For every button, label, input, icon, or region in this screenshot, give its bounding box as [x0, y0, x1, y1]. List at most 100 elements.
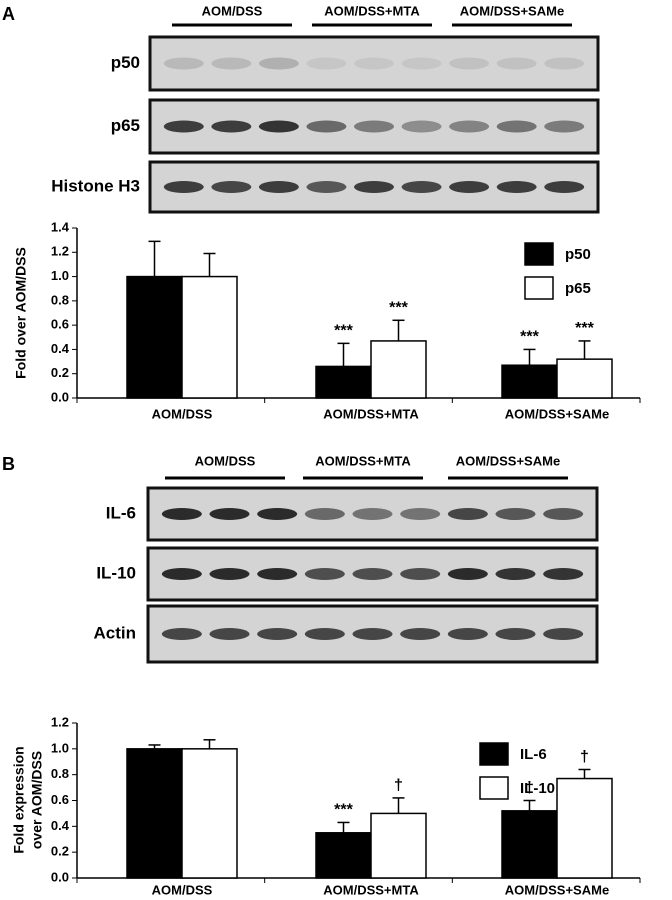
significance-label: † [394, 777, 403, 794]
blot-band [211, 57, 252, 70]
significance-label: *** [334, 802, 353, 819]
legend-swatch [479, 776, 509, 800]
significance-label: *** [575, 320, 594, 337]
blot-band [400, 628, 441, 640]
error-bar [337, 342, 350, 367]
blot-band [354, 181, 394, 193]
error-bar [523, 799, 536, 811]
group-label: AOM/DSS+SAMe [460, 3, 564, 18]
blot-band [306, 57, 347, 70]
blot-band [354, 120, 394, 133]
blot-band [211, 181, 252, 193]
blot-band [161, 628, 202, 640]
blot-label: IL-6 [106, 503, 136, 522]
legend-swatch [524, 242, 554, 266]
bar [370, 340, 427, 399]
y-tick-label: 0.8 [51, 766, 69, 781]
error-bar [523, 348, 536, 366]
bar [126, 748, 183, 879]
blot-band [163, 181, 204, 193]
bar [126, 275, 183, 399]
blot-band [543, 568, 584, 580]
blot-label: p65 [111, 116, 140, 135]
bar [556, 358, 613, 399]
y-tick-label: 0.0 [51, 869, 69, 884]
blot-band [352, 628, 393, 640]
significance-label: *** [389, 300, 408, 317]
y-tick-label: 1.4 [51, 219, 70, 234]
blot-band [257, 628, 298, 640]
legend-swatch [524, 276, 554, 300]
y-tick-label: 0.4 [51, 341, 70, 356]
blot-band [257, 568, 298, 580]
blot-band [495, 568, 536, 580]
y-tick-label: 1.0 [51, 740, 69, 755]
error-bar [148, 744, 161, 749]
blot-band [449, 120, 490, 133]
y-tick-label: 0.6 [51, 317, 69, 332]
blot-band [544, 181, 585, 193]
blot-band [163, 120, 204, 133]
y-tick-label: 0.0 [51, 389, 69, 404]
blot-band [258, 181, 299, 193]
blot-band [496, 120, 537, 133]
bar [315, 832, 372, 879]
blot-band [544, 120, 585, 133]
legend-swatch [479, 742, 509, 766]
y-axis-label: over AOM/DSS [29, 751, 45, 849]
blot-band [401, 181, 442, 193]
x-tick-label: AOM/DSS+SAMe [505, 406, 609, 421]
y-tick-label: 0.2 [51, 365, 69, 380]
bar [181, 275, 238, 399]
blot-band [543, 628, 584, 640]
blot-band [401, 120, 442, 133]
blot-band [209, 508, 250, 520]
blot-band [304, 628, 345, 640]
error-bar [392, 797, 405, 814]
y-tick-label: 1.2 [51, 714, 69, 729]
blot-band [306, 181, 347, 193]
blot-band [211, 120, 252, 133]
y-tick-label: 0.2 [51, 844, 69, 859]
panel-label: A [2, 4, 15, 24]
legend-label: IL-10 [520, 780, 555, 797]
group-label: AOM/DSS+MTA [315, 453, 411, 468]
blot-band [495, 628, 536, 640]
blot-band [543, 508, 584, 520]
x-tick-label: AOM/DSS+MTA [323, 406, 419, 421]
significance-label: † [525, 780, 534, 797]
x-tick-label: AOM/DSS+SAMe [505, 882, 609, 897]
error-bar [578, 340, 591, 360]
group-label: AOM/DSS+SAMe [456, 453, 560, 468]
blot-band [163, 57, 204, 70]
x-tick-label: AOM/DSS [152, 882, 213, 897]
blot-label: Actin [94, 623, 137, 642]
blot-band [161, 568, 202, 580]
blot-band [258, 57, 299, 70]
bar [370, 812, 427, 879]
bar [501, 364, 558, 399]
blot-band [400, 508, 441, 520]
legend-label: IL-6 [520, 746, 547, 763]
y-axis-label: Fold expression [11, 746, 27, 853]
blot-band [354, 57, 394, 70]
blot-band [209, 628, 250, 640]
group-label: AOM/DSS [202, 3, 263, 18]
blot-band [161, 508, 202, 520]
group-label: AOM/DSS [195, 453, 256, 468]
x-tick-label: AOM/DSS+MTA [323, 882, 419, 897]
y-tick-label: 1.2 [51, 244, 69, 259]
bar [315, 365, 372, 399]
blot-band [447, 628, 488, 640]
blot-band [449, 181, 490, 193]
legend-label: p50 [565, 246, 591, 263]
y-tick-label: 0.8 [51, 292, 69, 307]
bar [181, 748, 238, 879]
blot-label: IL-10 [96, 563, 136, 582]
group-label: AOM/DSS+MTA [324, 3, 420, 18]
legend-label: p65 [565, 280, 591, 297]
y-tick-label: 0.6 [51, 792, 69, 807]
blot [148, 35, 600, 92]
blot-label: Histone H3 [51, 176, 140, 195]
error-bar [148, 240, 161, 277]
